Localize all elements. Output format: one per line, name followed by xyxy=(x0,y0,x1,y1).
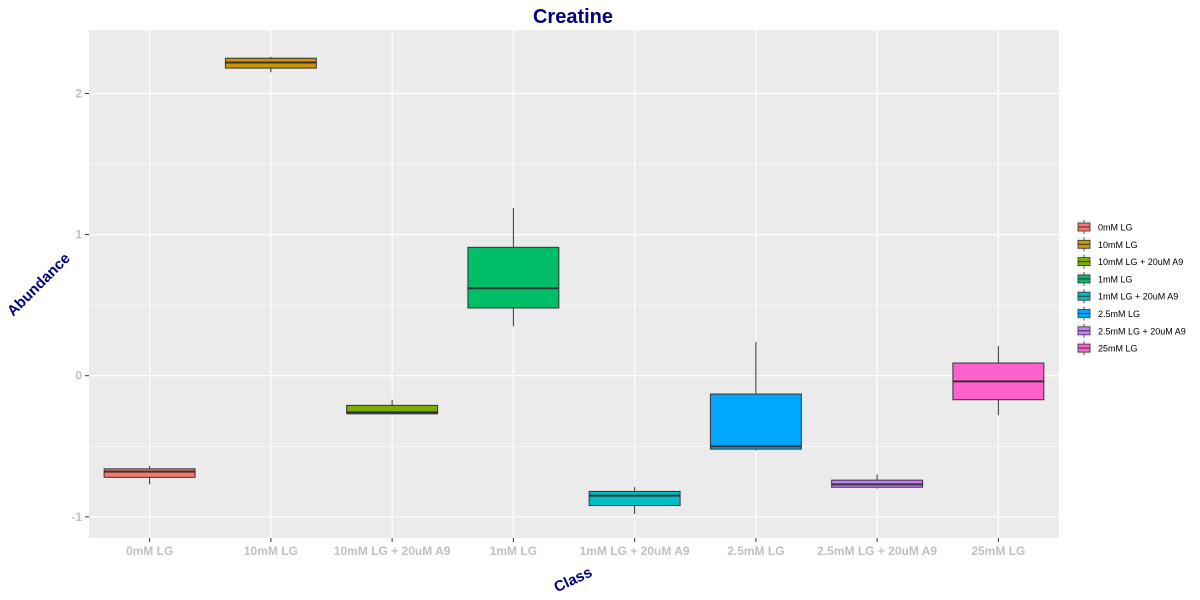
boxplot-2 xyxy=(346,399,439,415)
boxplot-6 xyxy=(831,474,924,489)
legend-label: 25mM LG xyxy=(1098,344,1138,354)
y-axis-ticks: -1 0 1 2 xyxy=(71,87,89,524)
y-tick-label: -1 xyxy=(71,510,82,524)
legend-item-0: 0mM LG xyxy=(1077,220,1133,234)
plot-panel xyxy=(89,30,1059,538)
x-axis-title: Class xyxy=(551,564,594,596)
x-tick-label: 0mM LG xyxy=(126,544,173,558)
boxplot-7 xyxy=(952,346,1045,416)
legend-item-1: 10mM LG xyxy=(1077,237,1138,252)
x-tick-label: 10mM LG xyxy=(244,544,298,558)
y-tick-label: 0 xyxy=(75,369,82,383)
legend-label: 10mM LG + 20uM A9 xyxy=(1098,257,1183,267)
box xyxy=(346,404,439,415)
box xyxy=(103,468,196,478)
legend-item-7: 25mM LG xyxy=(1077,341,1138,356)
y-tick-label: 1 xyxy=(75,228,82,242)
boxplot-3 xyxy=(467,207,560,327)
boxplots xyxy=(103,56,1045,515)
legend: 0mM LG 10mM LG 10mM LG + 20uM A9 1mM LG 1mM … xyxy=(1077,220,1186,356)
legend-item-4: 1mM LG + 20uM A9 xyxy=(1077,289,1178,304)
legend-label: 2.5mM LG xyxy=(1098,309,1140,319)
x-tick-label: 25mM LG xyxy=(971,544,1025,558)
grid-lines xyxy=(89,30,1059,538)
x-axis-ticks: 0mM LG 10mM LG 10mM LG + 20uM A9 1mM LG 1mM … xyxy=(126,538,1025,558)
box xyxy=(467,246,560,309)
legend-item-3: 1mM LG xyxy=(1077,271,1133,286)
box xyxy=(709,393,802,450)
box xyxy=(588,490,681,507)
x-tick-label: 1mM LG xyxy=(490,544,537,558)
x-tick-label: 1mM LG + 20uM A9 xyxy=(580,544,690,558)
y-tick-label: 2 xyxy=(75,87,82,101)
boxplot-1 xyxy=(224,56,317,73)
x-tick-label: 2.5mM LG xyxy=(727,544,784,558)
legend-item-6: 2.5mM LG + 20uM A9 xyxy=(1077,323,1186,338)
legend-label: 0mM LG xyxy=(1098,223,1133,233)
boxplot-4 xyxy=(588,487,681,515)
legend-label: 10mM LG xyxy=(1098,240,1138,250)
y-axis-title: Abundance xyxy=(4,250,74,320)
chart-title: Creatine xyxy=(533,6,613,28)
x-tick-label: 2.5mM LG + 20uM A9 xyxy=(817,544,937,558)
boxplot-0 xyxy=(103,466,196,485)
legend-item-5: 2.5mM LG xyxy=(1077,306,1140,321)
legend-label: 1mM LG + 20uM A9 xyxy=(1098,292,1178,302)
boxplot-5 xyxy=(709,341,802,451)
legend-label: 2.5mM LG + 20uM A9 xyxy=(1098,326,1186,336)
legend-item-2: 10mM LG + 20uM A9 xyxy=(1077,254,1183,269)
x-tick-label: 10mM LG + 20uM A9 xyxy=(334,544,451,558)
legend-label: 1mM LG xyxy=(1098,274,1133,284)
